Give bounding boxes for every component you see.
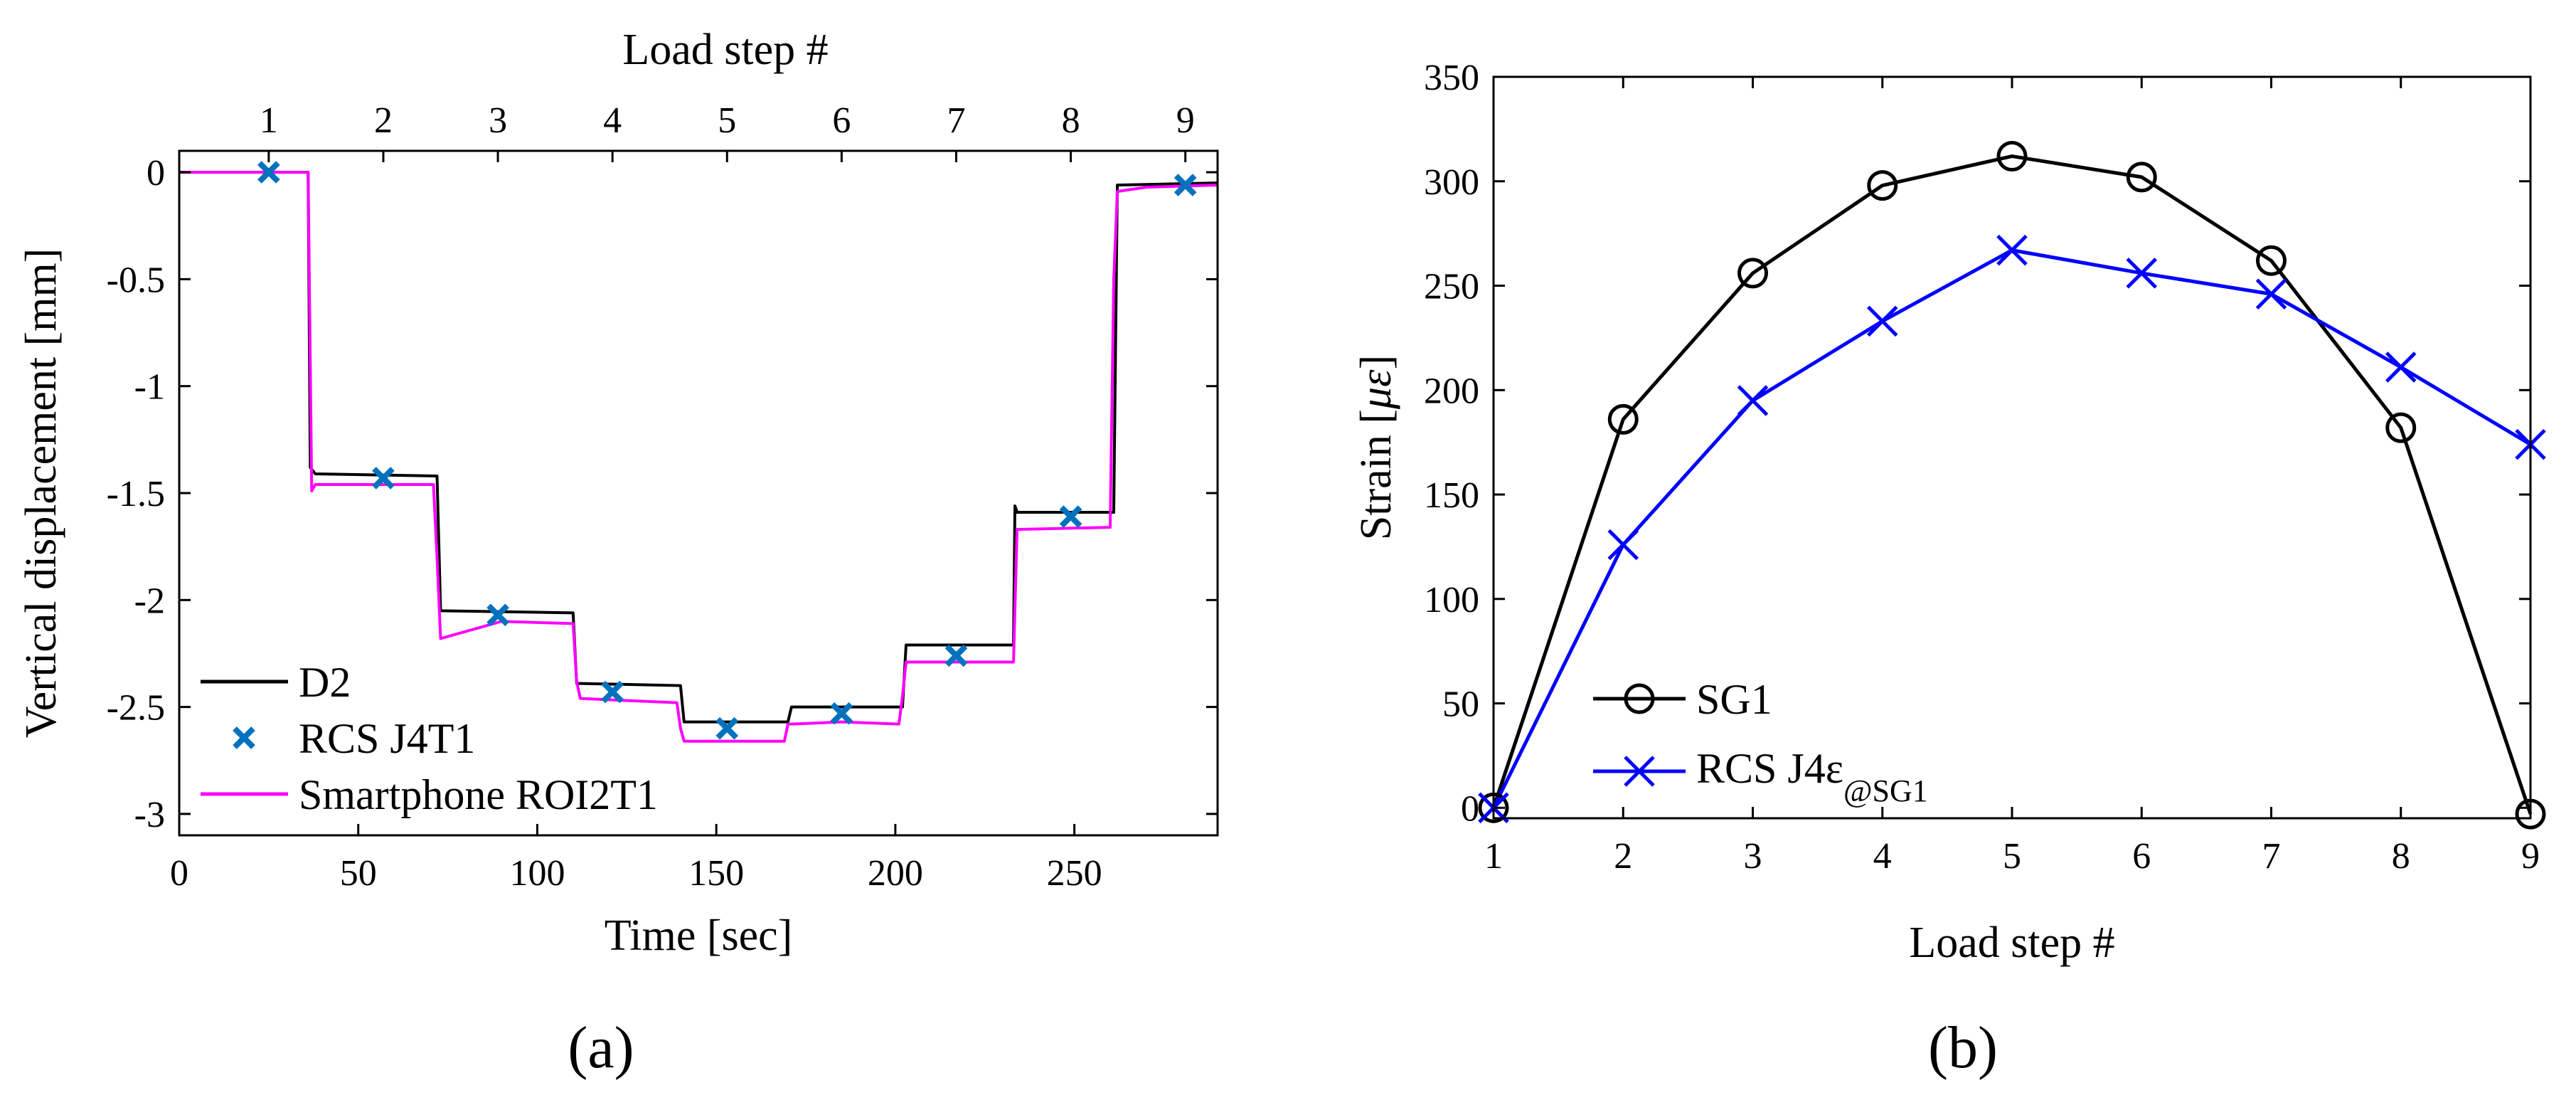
panel-b-chart: 1 2 3 4 5 6 7 8 9 0 50 100 150 200 250 300 350 Load ste… — [1352, 58, 2546, 1081]
series-rcs-j4-line — [1491, 248, 2532, 809]
rcs-j4t1-point — [1173, 174, 1197, 196]
sg1-point — [1607, 403, 1639, 435]
panel-b-xtick-label: 7 — [2262, 836, 2281, 877]
panel-b-xtick-label: 2 — [1614, 836, 1632, 877]
sg1-point — [1737, 258, 1768, 289]
panel-a-ytick-label: -2 — [134, 581, 165, 621]
panel-a-top-tick-label: 4 — [603, 100, 622, 141]
panel-a-xtick-label: 50 — [340, 853, 377, 894]
panel-b-xtick-label: 8 — [2392, 836, 2410, 877]
panel-a-top-tick-label: 3 — [489, 100, 507, 141]
panel-b-xtick-label: 1 — [1484, 836, 1503, 877]
legend-rcs-j4-marker — [1624, 756, 1655, 787]
rcs-j4-point — [2126, 258, 2158, 289]
rcs-j4-point — [1996, 234, 2028, 266]
panel-a-top-tick-label: 5 — [718, 100, 736, 141]
legend-rcs-j4-x — [1624, 756, 1655, 787]
panel-b-xtick-label: 4 — [1873, 836, 1892, 877]
panel-b-xtick-label: 9 — [2521, 836, 2540, 877]
panel-a-ytick-label: -3 — [134, 795, 165, 835]
panel-a-caption: (a) — [568, 1015, 634, 1081]
legend-sg1-label: SG1 — [1696, 676, 1772, 723]
panel-a-legend: D2 RCS J4T1 Smartphone ROI2T1 — [201, 659, 658, 818]
legend-rcs-j4t1-marker — [233, 726, 255, 749]
panel-b-ytick-label: 100 — [1424, 580, 1479, 620]
rcs-j4-point — [1737, 385, 1769, 416]
panel-b-xtick-label: 5 — [2003, 836, 2021, 877]
panel-b-ytick-label: 350 — [1424, 58, 1479, 98]
rcs-j4t1-point — [715, 716, 739, 740]
panel-a-top-tick-label: 1 — [260, 100, 278, 141]
panel-a-top-tick-label: 6 — [832, 100, 851, 141]
rcs-j4t1-point — [372, 467, 395, 490]
panel-a-ytick-label: -0.5 — [107, 260, 165, 300]
rcs-j4-point — [2385, 351, 2417, 383]
sg1-point — [2126, 162, 2157, 193]
legend-rcs-j4t1-label: RCS J4T1 — [299, 715, 475, 762]
panel-a-ytick-label: 0 — [147, 153, 165, 194]
sg1-point — [1867, 170, 1898, 201]
panel-a-ylabel: Vertical displacement [mm] — [17, 248, 65, 739]
panel-a-chart: 0 50 100 150 200 250 0 -0.5 -1 -1.5 -2 -2.5 -3 1 2 3 4… — [17, 26, 1219, 1081]
panel-b-ytick-label: 150 — [1424, 475, 1479, 516]
rcs-j4-point — [1607, 529, 1639, 561]
series-smartphone-roi2t1-line — [179, 171, 1218, 743]
panel-a-ytick-label: -1 — [134, 367, 165, 408]
series-d2-line — [179, 171, 1218, 724]
panel-a-xtick-label: 250 — [1047, 853, 1102, 894]
panel-a-top-tick-label: 7 — [947, 100, 965, 141]
panel-a-xtick-label: 0 — [170, 853, 188, 894]
panel-a-xtick-label: 150 — [688, 853, 744, 894]
panel-a-xtick-label: 100 — [509, 853, 565, 894]
panel-b-ytick-label: 0 — [1461, 788, 1479, 829]
panel-a-xlabel: Time [sec] — [605, 911, 793, 960]
panel-b-ytick-label: 250 — [1424, 267, 1479, 307]
panel-a-top-tick-label: 8 — [1062, 100, 1080, 141]
panel-b-ytick-label: 50 — [1442, 684, 1479, 725]
rcs-j4-point — [1866, 305, 1898, 337]
rcs-j4t1-point — [830, 702, 853, 725]
rcs-j4t1-point — [944, 644, 968, 667]
panel-a-xtick-label: 200 — [868, 853, 923, 894]
sg1-point — [2385, 412, 2417, 443]
rcs-j4-point — [2255, 278, 2287, 310]
panel-a-ytick-label: -2.5 — [107, 688, 165, 729]
rcs-j4t1-point — [1059, 505, 1082, 528]
panel-b-xlabel: Load step # — [1909, 919, 2114, 967]
rcs-j4t1-point — [257, 161, 280, 184]
legend-rcs-j4-label: RCS J4ε@SG1 — [1696, 745, 1928, 808]
panel-b-xtick-label: 6 — [2132, 836, 2151, 877]
panel-b-xtick-label: 3 — [1744, 836, 1762, 877]
sg1-point — [1996, 141, 2028, 172]
panel-a-ytick-label: -1.5 — [107, 474, 165, 514]
legend-d2-label: D2 — [299, 659, 351, 706]
panel-b-caption: (b) — [1928, 1015, 1998, 1081]
rcs-j4t1-point — [486, 603, 509, 627]
panel-b-ytick-label: 200 — [1424, 371, 1479, 411]
sg1-point — [2256, 245, 2287, 276]
rcs-j4t1-point — [601, 680, 624, 704]
legend-sg1-marker — [1624, 683, 1655, 714]
panel-a-top-xlabel: Load step # — [622, 26, 828, 74]
panel-a-top-tick-label: 9 — [1176, 100, 1195, 141]
panel-b-legend: SG1 RCS J4ε@SG1 — [1593, 676, 1928, 808]
legend-smartphone-label: Smartphone ROI2T1 — [299, 771, 658, 818]
legend-rcs-x — [233, 726, 255, 749]
panel-a-top-tick-label: 2 — [374, 100, 393, 141]
series-sg1-line — [1491, 154, 2533, 815]
panel-b-ylabel: Strain [με] — [1352, 355, 1400, 540]
panel-b-ytick-label: 300 — [1424, 162, 1479, 203]
